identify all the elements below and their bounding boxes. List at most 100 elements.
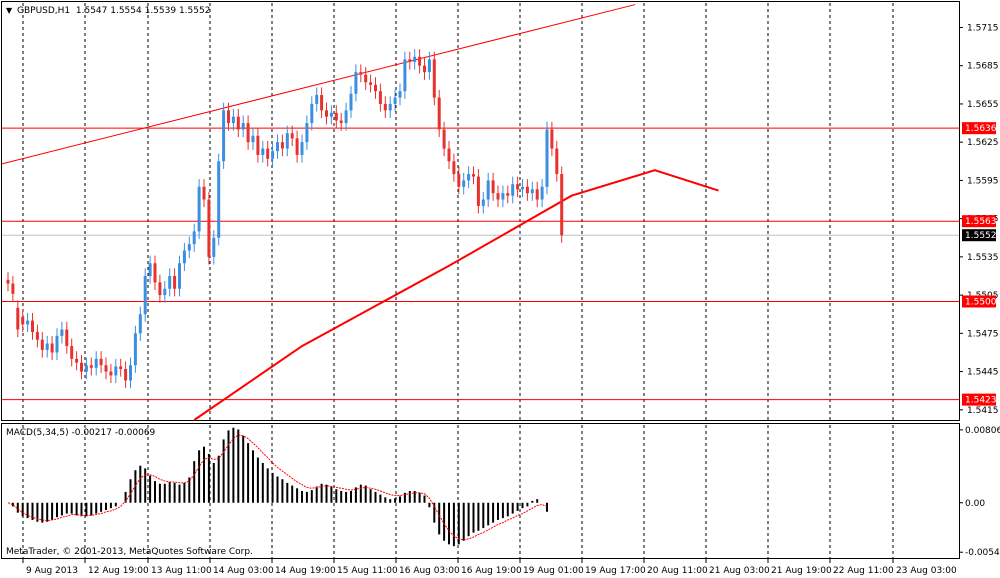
time-tick-label: 15 Aug 11:00 [337, 566, 398, 576]
candle-body [491, 180, 495, 194]
price-tick-label: 1.5475 [967, 329, 999, 339]
time-tick-label: 9 Aug 2013 [26, 566, 78, 576]
time-tick-label: 21 Aug 19:00 [771, 566, 832, 576]
macd-panel-frame [1, 423, 960, 559]
candle-body [369, 82, 373, 85]
candle-body [506, 193, 510, 196]
time-tick-label: 22 Aug 11:00 [833, 566, 894, 576]
candle-body [486, 180, 490, 200]
macd-tick-label: 0.00806 [965, 426, 1000, 436]
candle-body [535, 189, 539, 200]
time-tick-label: 16 Aug 03:00 [399, 566, 460, 576]
candle-body [374, 84, 377, 92]
candle-body [413, 56, 417, 62]
candle-body [280, 142, 284, 149]
price-tick-label: 1.5595 [967, 176, 999, 186]
candle-body [555, 148, 559, 175]
candle-body [168, 275, 172, 289]
candle-body [403, 59, 407, 92]
candle-body [227, 110, 230, 124]
candle-body [481, 199, 485, 206]
candle-body [26, 320, 30, 325]
time-tick-label: 19 Aug 17:00 [585, 566, 646, 576]
price-tick-label: 1.5715 [967, 23, 999, 33]
candle-body [80, 362, 83, 372]
candle-body [241, 123, 245, 130]
time-tick-label: 14 Aug 19:00 [275, 566, 336, 576]
candle-body [65, 329, 69, 347]
candle-body [129, 365, 132, 381]
candle-body [187, 244, 191, 251]
candle-body [192, 231, 196, 245]
level-label: 1.5500 [965, 297, 997, 307]
candle-body [462, 180, 466, 187]
price-tick-label: 1.5535 [967, 253, 999, 263]
candle-body [94, 358, 98, 368]
price-tick-label: 1.5685 [967, 62, 999, 72]
collapse-triangle-icon[interactable]: ▼ [6, 6, 13, 15]
candle-body [266, 148, 270, 159]
price-tick-label: 1.5655 [967, 100, 999, 110]
candle-body [158, 282, 162, 296]
macd-tick-label: -0.00547 [965, 548, 1000, 558]
candle-body [11, 283, 15, 294]
current-price-label: 1.5552 [965, 231, 997, 241]
candle-body [163, 288, 167, 296]
candle-body [148, 263, 152, 276]
candle-body [550, 129, 554, 149]
candle-body [359, 72, 363, 75]
level-label: 1.5423 [965, 396, 997, 406]
macd-title: MACD(5,34,5) -0.00217 -0.00069 [6, 428, 156, 438]
time-tick-label: 19 Aug 01:00 [523, 566, 584, 576]
candle-body [383, 103, 387, 111]
candle-body [197, 186, 201, 232]
candle-body [457, 174, 461, 187]
candle-body [398, 91, 402, 98]
candle-body [231, 116, 235, 124]
candle-body [295, 138, 299, 155]
candle-body [31, 320, 34, 333]
candle-body [60, 329, 64, 336]
candle-body [109, 371, 113, 376]
candle-body [89, 365, 93, 368]
candle-body [138, 314, 142, 334]
trendline [1, 4, 636, 165]
candle-body [344, 110, 348, 124]
candle-body [84, 365, 88, 372]
candle-body [334, 112, 338, 121]
candle-body [530, 189, 534, 194]
candle-body [114, 366, 118, 376]
candle-body [104, 365, 108, 372]
candle-body [476, 176, 480, 206]
time-tick-label: 16 Aug 19:00 [461, 566, 522, 576]
candle-body [496, 193, 500, 200]
time-tick-label: 21 Aug 03:00 [709, 566, 770, 576]
candle-body [325, 110, 328, 117]
candle-body [467, 174, 471, 181]
candle-body [50, 343, 54, 353]
candle-body [525, 186, 529, 194]
candle-body [300, 142, 304, 155]
moving-average-layer [193, 169, 719, 421]
level-label-box [962, 295, 996, 308]
price-tick-label: 1.5415 [967, 406, 999, 416]
candle-body [75, 358, 79, 363]
level-label-box [962, 122, 996, 135]
candle-body [447, 148, 451, 162]
current-price-box [962, 229, 996, 242]
candle-body [207, 199, 211, 257]
candle-body [452, 161, 456, 175]
candle-body [202, 186, 206, 200]
candle-body [70, 346, 74, 359]
horizontal-levels [2, 127, 959, 401]
candle-body [212, 237, 216, 257]
candle-body [173, 275, 177, 289]
price-tick-label: 1.5625 [967, 138, 999, 148]
candle-body [246, 123, 250, 143]
time-axis: 9 Aug 2013 12 Aug 19:00 13 Aug 11:00 14 Aug… [22, 558, 957, 576]
price-axis: 1.57151.56851.56551.56251.55951.55651.55… [959, 23, 1000, 558]
candle-body [35, 332, 39, 340]
candle-body [40, 339, 44, 350]
candle-body [560, 174, 564, 236]
